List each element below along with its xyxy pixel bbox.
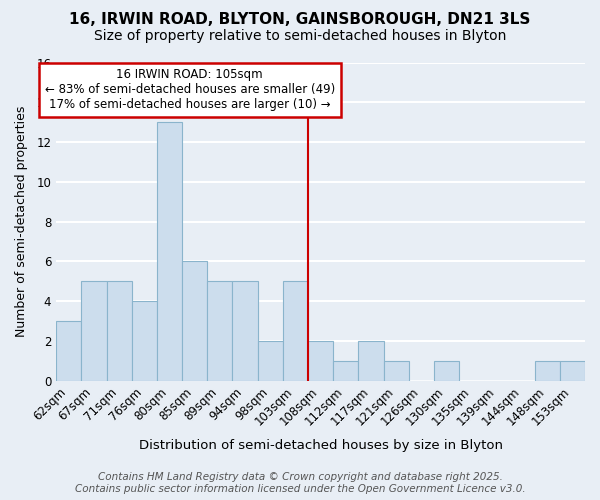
Bar [535,361,560,380]
Bar [434,361,459,380]
Bar [358,341,383,380]
Bar [308,341,333,380]
Text: 16, IRWIN ROAD, BLYTON, GAINSBOROUGH, DN21 3LS: 16, IRWIN ROAD, BLYTON, GAINSBOROUGH, DN… [70,12,530,28]
Bar [283,281,308,380]
Bar [82,281,107,380]
Text: Size of property relative to semi-detached houses in Blyton: Size of property relative to semi-detach… [94,29,506,43]
Text: Contains HM Land Registry data © Crown copyright and database right 2025.
Contai: Contains HM Land Registry data © Crown c… [74,472,526,494]
Y-axis label: Number of semi-detached properties: Number of semi-detached properties [15,106,28,338]
Bar [157,122,182,380]
Bar [132,301,157,380]
Bar [56,321,82,380]
Bar [257,341,283,380]
Bar [383,361,409,380]
Bar [232,281,257,380]
Bar [207,281,232,380]
Bar [107,281,132,380]
Text: 16 IRWIN ROAD: 105sqm
← 83% of semi-detached houses are smaller (49)
17% of semi: 16 IRWIN ROAD: 105sqm ← 83% of semi-deta… [44,68,335,112]
Bar [560,361,585,380]
Bar [182,262,207,380]
Bar [333,361,358,380]
X-axis label: Distribution of semi-detached houses by size in Blyton: Distribution of semi-detached houses by … [139,440,503,452]
